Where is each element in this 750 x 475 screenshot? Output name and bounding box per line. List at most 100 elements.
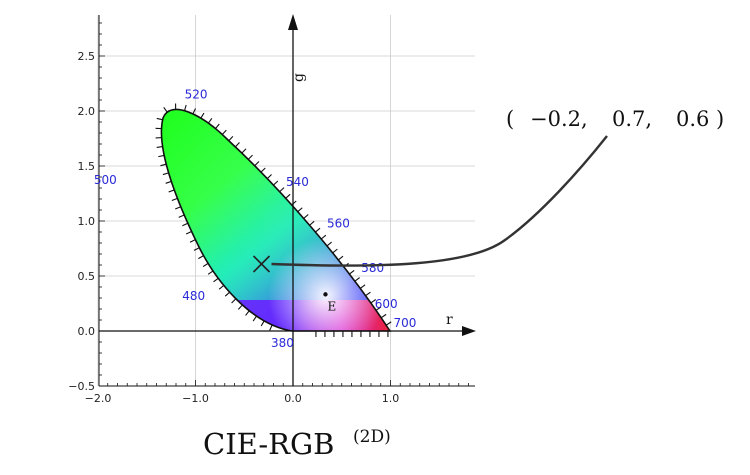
locus-tick <box>162 172 169 176</box>
locus-tick <box>207 117 213 124</box>
locus-tick <box>234 142 240 148</box>
locus-tick <box>315 227 321 233</box>
locus-tick <box>215 123 220 129</box>
y-axis-name: g <box>291 73 307 82</box>
x-tick-label: 1.0 <box>382 392 400 405</box>
locus-tick <box>365 291 371 297</box>
locus-tick <box>273 180 279 186</box>
coordinate-readout: ( −0.2, 0.7, 0.6 ) <box>506 107 724 131</box>
locus-tick <box>213 277 219 283</box>
wavelength-label-560: 560 <box>327 216 350 230</box>
locus-tick <box>171 197 178 202</box>
locus-tick <box>332 248 338 254</box>
coordinate-close-paren: ) <box>716 107 724 131</box>
coordinate-r: −0.2, <box>530 107 588 131</box>
coordinate-open-paren: ( <box>506 107 514 131</box>
locus-tick <box>221 129 227 135</box>
spectral-locus-outline <box>160 108 392 332</box>
locus-tick <box>160 163 167 167</box>
y-tick-label: 1.5 <box>78 160 96 173</box>
locus-tick <box>178 214 185 218</box>
locus-tick <box>237 304 243 310</box>
locus-tick <box>183 104 187 111</box>
locus-tick <box>370 299 377 304</box>
figure-title: CIE-RGB (2D) <box>203 427 391 461</box>
wavelength-label-600: 600 <box>375 297 398 311</box>
title-superscript: (2D) <box>353 427 391 447</box>
locus-tick <box>156 146 163 148</box>
x-tick-label: −2.0 <box>85 392 112 405</box>
x-tick-label: 0.0 <box>284 392 302 405</box>
locus-tick <box>303 214 309 219</box>
white-point-label: E <box>327 299 336 313</box>
locus-tick <box>168 189 175 193</box>
spectral-locus-ticks <box>155 103 392 337</box>
locus-tick <box>202 262 209 268</box>
x-axis-name: r <box>446 312 453 328</box>
locus-tick <box>156 117 163 121</box>
y-tick-labels: −0.5 0.0 0.5 1.0 1.5 2.0 2.5 <box>68 50 95 393</box>
locus-tick <box>354 277 360 282</box>
white-point-marker <box>323 292 328 297</box>
locus-tick <box>163 106 168 113</box>
locus-tick <box>198 255 204 260</box>
y-axis-arrow <box>288 14 298 30</box>
x-tick-labels: −2.0 −1.0 0.0 1.0 <box>85 392 400 405</box>
locus-tick <box>241 148 247 154</box>
locus-tick <box>309 220 315 226</box>
locus-tick <box>260 320 265 327</box>
y-tick-label: −0.5 <box>68 380 95 393</box>
minor-ticks <box>99 22 469 387</box>
locus-tick <box>200 112 205 119</box>
locus-tick <box>385 321 392 326</box>
y-tick-label: 0.0 <box>78 325 96 338</box>
callout-curve <box>271 135 608 267</box>
locus-tick <box>207 270 214 275</box>
locus-tick <box>182 222 189 227</box>
locus-tick <box>174 206 181 210</box>
locus-tick <box>260 167 266 173</box>
locus-tick <box>224 291 231 297</box>
locus-tick <box>285 193 291 199</box>
wavelength-label-500: 500 <box>94 173 117 187</box>
locus-tick <box>189 239 196 243</box>
locus-tick <box>326 241 332 247</box>
locus-tick <box>218 284 225 290</box>
locus-tick <box>192 108 196 115</box>
locus-tick <box>375 306 382 311</box>
wavelength-label-700: 700 <box>394 316 417 330</box>
locus-tick <box>193 247 200 251</box>
locus-tick <box>380 313 387 319</box>
locus-tick <box>320 234 327 240</box>
axes: r g <box>98 14 476 387</box>
title-main: CIE-RGB <box>203 427 334 461</box>
wavelength-label-540: 540 <box>286 175 309 189</box>
y-tick-label: 1.0 <box>78 215 96 228</box>
locus-tick <box>269 324 273 331</box>
coordinate-b: 0.6 <box>676 107 709 131</box>
y-tick-label: 0.5 <box>78 270 96 283</box>
x-axis-arrow <box>462 326 476 336</box>
wavelength-label-580: 580 <box>361 261 384 275</box>
locus-tick <box>247 154 253 160</box>
wavelength-label-520: 520 <box>185 88 208 102</box>
locus-tick <box>158 154 165 158</box>
locus-tick <box>245 310 250 316</box>
locus-tick <box>228 135 234 142</box>
locus-tick <box>254 161 260 167</box>
locus-tick <box>359 284 366 289</box>
y-tick-label: 2.0 <box>78 105 96 118</box>
locus-tick <box>266 174 272 180</box>
wavelength-label-480: 480 <box>182 289 205 303</box>
locus-tick <box>297 207 303 213</box>
locus-tick <box>279 187 285 193</box>
locus-tick <box>252 315 257 322</box>
locus-tick <box>185 230 192 235</box>
coordinate-g: 0.7, <box>612 107 652 131</box>
wavelength-label-380: 380 <box>271 336 294 350</box>
locus-tick <box>337 255 344 261</box>
